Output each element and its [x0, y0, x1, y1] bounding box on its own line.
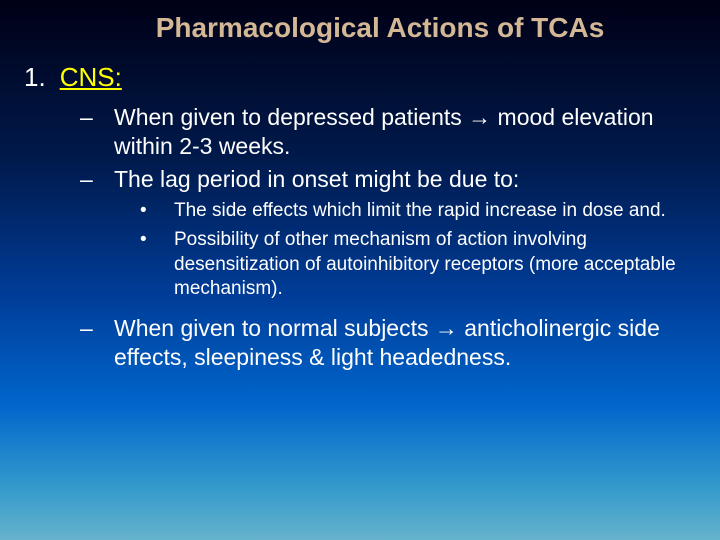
slide-container: Pharmacological Actions of TCAs 1. CNS: … [0, 0, 720, 396]
dash-marker: – [80, 103, 94, 161]
bullet-text: The side effects which limit the rapid i… [174, 199, 666, 224]
dash-text: When given to depressed patients → mood … [114, 103, 700, 161]
bullet-marker: • [140, 228, 150, 302]
cns-heading: CNS: [60, 62, 122, 93]
dash-item: – The lag period in onset might be due t… [80, 165, 700, 194]
dash-list: – When given to depressed patients → moo… [80, 103, 700, 193]
bullet-marker: • [140, 199, 150, 224]
bullet-item: • Possibility of other mechanism of acti… [140, 228, 700, 302]
bullet-item: • The side effects which limit the rapid… [140, 199, 700, 224]
dash-item: – When given to depressed patients → moo… [80, 103, 700, 161]
dash-text: When given to normal subjects → antichol… [114, 314, 700, 372]
slide-title: Pharmacological Actions of TCAs [60, 12, 700, 44]
numbered-item: 1. CNS: [20, 62, 700, 93]
bullet-text: Possibility of other mechanism of action… [174, 228, 700, 302]
list-number: 1. [24, 62, 46, 93]
dash-text: The lag period in onset might be due to: [114, 165, 519, 194]
dash-list: – When given to normal subjects → antich… [80, 314, 700, 372]
dash-marker: – [80, 165, 94, 194]
dash-marker: – [80, 314, 94, 372]
dash-item: – When given to normal subjects → antich… [80, 314, 700, 372]
bullet-list: • The side effects which limit the rapid… [140, 199, 700, 302]
